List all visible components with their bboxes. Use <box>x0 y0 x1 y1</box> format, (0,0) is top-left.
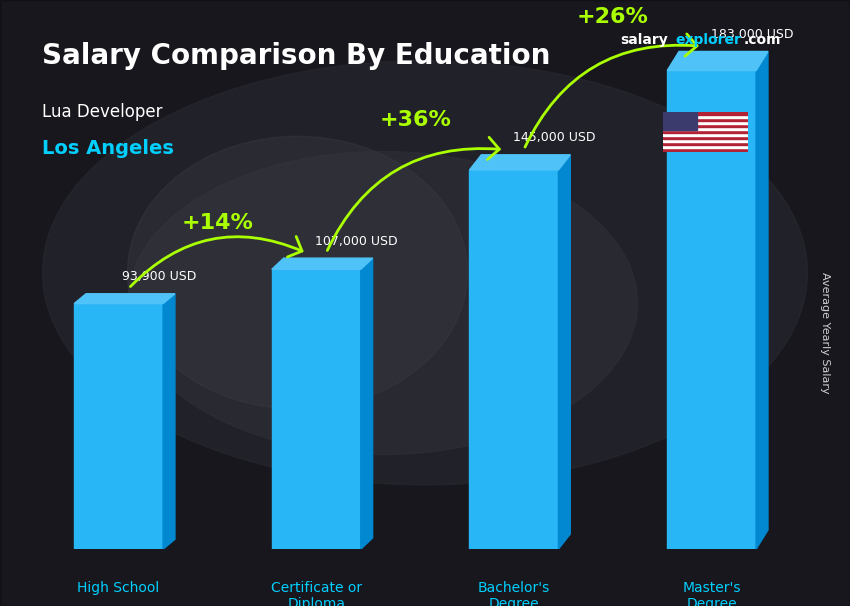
Bar <box>663 127 748 130</box>
Bar <box>663 148 748 152</box>
FancyArrowPatch shape <box>327 138 499 250</box>
FancyArrowPatch shape <box>525 34 697 147</box>
Text: 93,900 USD: 93,900 USD <box>122 270 196 284</box>
Polygon shape <box>558 155 570 549</box>
Text: +36%: +36% <box>379 110 451 130</box>
Bar <box>663 118 748 121</box>
Text: explorer: explorer <box>676 33 741 47</box>
Polygon shape <box>667 52 768 71</box>
Text: 145,000 USD: 145,000 USD <box>513 132 596 144</box>
Bar <box>469 170 558 549</box>
Bar <box>74 304 163 549</box>
Bar <box>663 112 748 115</box>
Text: Bachelor's
Degree: Bachelor's Degree <box>478 581 550 606</box>
Polygon shape <box>469 155 570 170</box>
Bar <box>663 112 697 130</box>
Bar <box>663 142 748 145</box>
Text: salary: salary <box>620 33 668 47</box>
Text: Los Angeles: Los Angeles <box>42 139 174 158</box>
Polygon shape <box>163 294 175 549</box>
Bar <box>663 133 748 136</box>
Ellipse shape <box>128 136 468 409</box>
Polygon shape <box>272 258 372 269</box>
Bar <box>663 136 748 139</box>
Text: +26%: +26% <box>577 7 649 27</box>
Bar <box>663 121 748 124</box>
Polygon shape <box>74 294 175 304</box>
Bar <box>663 139 748 142</box>
Polygon shape <box>756 52 768 549</box>
Text: Salary Comparison By Education: Salary Comparison By Education <box>42 42 551 70</box>
Text: 107,000 USD: 107,000 USD <box>315 235 398 248</box>
Text: Lua Developer: Lua Developer <box>42 103 163 121</box>
Bar <box>663 145 748 148</box>
Polygon shape <box>360 258 372 549</box>
Bar <box>663 130 748 133</box>
Bar <box>663 124 748 127</box>
Text: Certificate or
Diploma: Certificate or Diploma <box>270 581 362 606</box>
Text: 183,000 USD: 183,000 USD <box>711 28 793 41</box>
Text: Master's
Degree: Master's Degree <box>683 581 741 606</box>
Bar <box>667 71 756 549</box>
Text: High School: High School <box>77 581 160 594</box>
Text: Average Yearly Salary: Average Yearly Salary <box>819 273 830 394</box>
FancyArrowPatch shape <box>130 236 302 287</box>
Text: +14%: +14% <box>182 213 253 233</box>
Ellipse shape <box>42 61 807 485</box>
Text: .com: .com <box>744 33 781 47</box>
Ellipse shape <box>128 152 638 454</box>
Bar <box>663 115 748 118</box>
Bar <box>272 269 360 549</box>
